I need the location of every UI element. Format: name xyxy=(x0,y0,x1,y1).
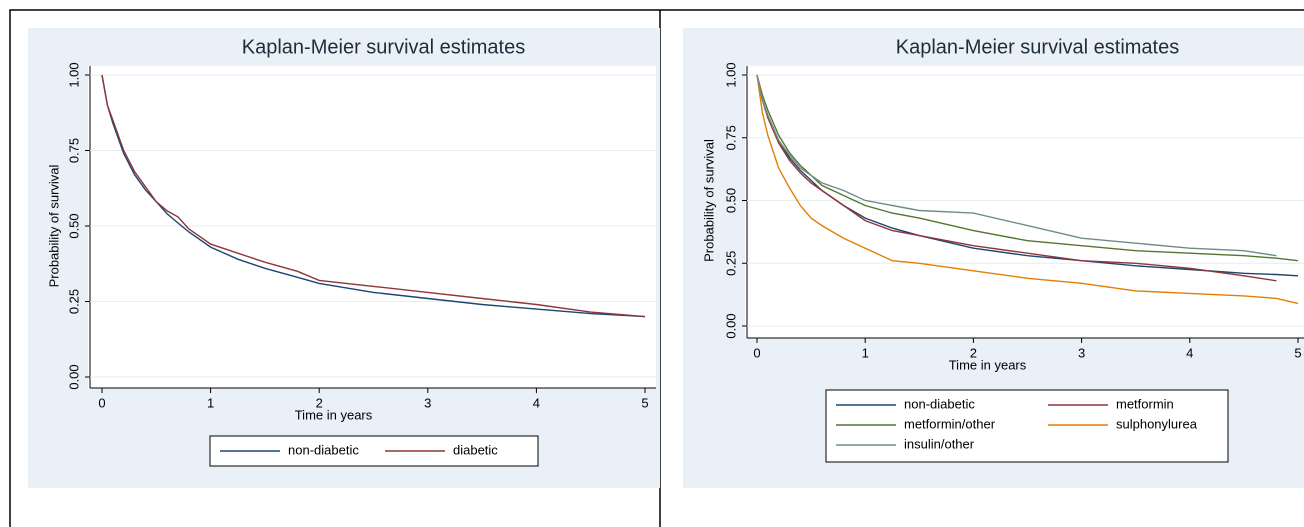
legend-label: metformin xyxy=(1116,396,1174,411)
y-tick-label: 0.50 xyxy=(66,213,81,238)
y-tick-label: 0.25 xyxy=(66,289,81,314)
survival-curve xyxy=(101,74,646,318)
y-axis-label: Probability of survival xyxy=(46,164,61,287)
legend-box xyxy=(825,389,1229,463)
x-tick-label: 4 xyxy=(533,395,540,410)
y-tick-label: 0.50 xyxy=(723,188,738,213)
x-tick-label: 1 xyxy=(862,345,869,360)
y-tick-label: 0.25 xyxy=(723,251,738,276)
plot-area xyxy=(88,66,656,388)
x-tick-label: 1 xyxy=(207,395,214,410)
survival-curve xyxy=(756,74,1277,282)
survival-curve xyxy=(756,74,1277,257)
legend-label: non-diabetic xyxy=(288,442,359,457)
survival-curve xyxy=(101,74,646,318)
y-tick-label: 0.00 xyxy=(723,313,738,338)
x-axis-label: Time in years xyxy=(949,357,1027,372)
x-tick-label: 2 xyxy=(970,345,977,360)
survival-curve xyxy=(756,74,1299,305)
chart-title: Kaplan-Meier survival estimates xyxy=(896,36,1179,58)
y-tick-label: 1.00 xyxy=(66,62,81,87)
legend-label: sulphonylurea xyxy=(1116,416,1198,431)
legend-label: diabetic xyxy=(453,442,498,457)
x-tick-label: 5 xyxy=(641,395,648,410)
y-tick-label: 0.75 xyxy=(723,125,738,150)
survival-curve xyxy=(756,74,1299,262)
x-tick-label: 2 xyxy=(316,395,323,410)
y-axis-label: Probability of survival xyxy=(701,139,716,262)
x-tick-label: 0 xyxy=(753,345,760,360)
x-tick-label: 0 xyxy=(98,395,105,410)
chart-title: Kaplan-Meier survival estimates xyxy=(242,36,525,58)
y-tick-label: 1.00 xyxy=(723,62,738,87)
legend-label: insulin/other xyxy=(904,436,975,451)
x-tick-label: 3 xyxy=(1078,345,1085,360)
y-tick-label: 0.00 xyxy=(66,364,81,389)
x-tick-label: 3 xyxy=(424,395,431,410)
x-tick-label: 4 xyxy=(1186,345,1193,360)
legend-label: non-diabetic xyxy=(904,396,975,411)
plot-area xyxy=(745,66,1304,338)
x-axis-label: Time in years xyxy=(295,407,373,422)
legend-label: metformin/other xyxy=(904,416,996,431)
y-tick-label: 0.75 xyxy=(66,138,81,163)
x-tick-label: 5 xyxy=(1294,345,1301,360)
